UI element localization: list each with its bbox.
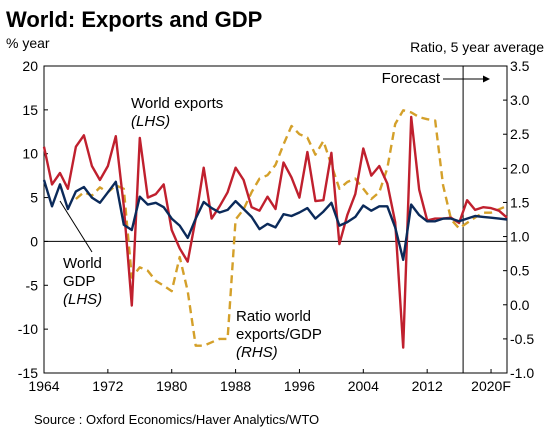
right-tick-label: 3.5 <box>510 58 530 74</box>
annotation-world-gdp-line3: (LHS) <box>63 291 102 308</box>
right-tick-label: 2.5 <box>510 126 530 142</box>
right-tick-label: 1.0 <box>510 229 530 245</box>
x-tick-label: 2012 <box>412 378 443 394</box>
right-tick-label: 0.0 <box>510 297 530 313</box>
x-tick-label: 1964 <box>28 378 59 394</box>
left-tick-label: -15 <box>18 365 38 381</box>
left-tick-label: -10 <box>18 321 38 337</box>
annotation-ratio-line1: Ratio world <box>236 308 311 325</box>
chart-title: World: Exports and GDP <box>6 7 262 32</box>
forecast-arrow-icon <box>483 75 490 83</box>
source-note: Source : Oxford Economics/Haver Analytic… <box>34 412 319 427</box>
x-tick-label: 1980 <box>156 378 187 394</box>
left-tick-label: 10 <box>22 146 38 162</box>
right-axis-label: Ratio, 5 year average <box>410 39 544 55</box>
right-tick-label: 3.0 <box>510 92 530 108</box>
annotation-world-exports-line1: World exports <box>131 95 223 112</box>
x-tick-label: 1988 <box>220 378 251 394</box>
x-tick-label: 1972 <box>92 378 123 394</box>
annotation-world-exports-line2: (LHS) <box>131 113 170 130</box>
right-tick-label: 2.0 <box>510 160 530 176</box>
x-tick-label: 1996 <box>284 378 315 394</box>
left-tick-label: 5 <box>30 190 38 206</box>
left-tick-label: 15 <box>22 102 38 118</box>
ratio-line <box>75 109 508 347</box>
right-tick-label: 0.5 <box>510 263 530 279</box>
x-tick-label: 2004 <box>348 378 379 394</box>
world-exports-line <box>42 115 508 349</box>
x-tick-label: 2020F <box>471 378 511 394</box>
right-tick-label: -0.5 <box>510 331 534 347</box>
annotation-world-gdp-line2: GDP <box>63 273 96 290</box>
left-tick-label: -5 <box>26 277 39 293</box>
left-axis-label: % year <box>6 35 50 51</box>
annotation-ratio-line3: (RHS) <box>236 344 278 361</box>
forecast-label: Forecast <box>382 70 441 87</box>
world-gdp-line <box>42 179 508 261</box>
axis-ticks: 20 15 10 5 0 -5 -10 -15 3.5 3.0 2.5 2.0 1.5 1.0 0.5 0.0… <box>18 58 535 394</box>
annotation-world-gdp-line1: World <box>63 255 102 272</box>
right-tick-label: 1.5 <box>510 194 530 210</box>
series-layer <box>42 109 508 349</box>
world-gdp-pointer-line <box>59 200 93 253</box>
annotations: World exports (LHS) World GDP (LHS) Rati… <box>59 70 490 361</box>
left-tick-label: 0 <box>30 233 38 249</box>
left-tick-label: 20 <box>22 58 38 74</box>
right-tick-label: -1.0 <box>510 365 534 381</box>
annotation-ratio-line2: exports/GDP <box>236 326 322 343</box>
